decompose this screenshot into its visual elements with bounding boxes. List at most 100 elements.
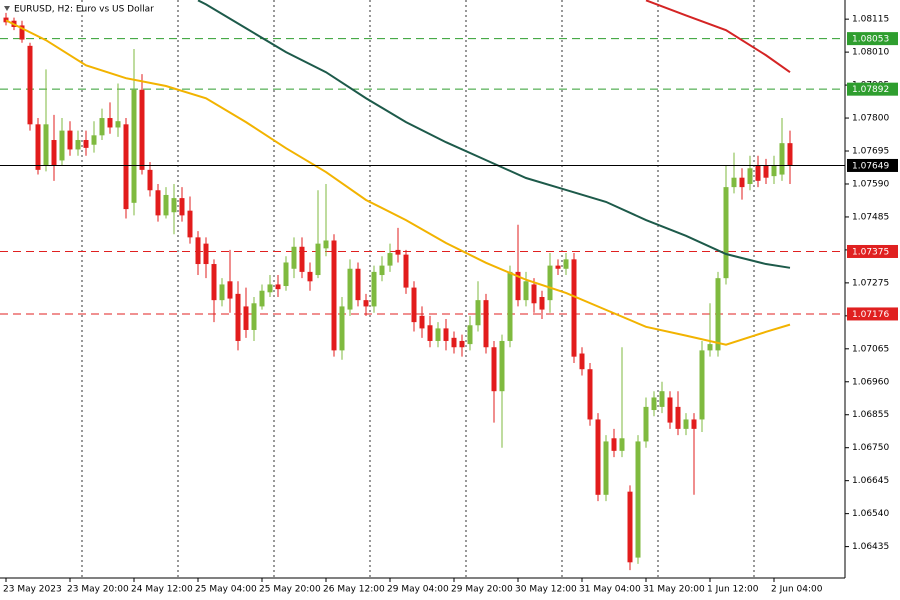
candle-body <box>475 300 481 326</box>
chart-title: EURUSD, H2: Euro vs US Dollar <box>14 5 154 15</box>
candle-body <box>363 300 369 307</box>
candle-body <box>3 17 9 23</box>
symbol-icon <box>4 6 10 11</box>
candle-body <box>659 391 665 407</box>
level-label: 1.07375 <box>852 247 889 257</box>
y-tick-label: 1.07485 <box>852 212 889 222</box>
x-tick-label: 26 May 12:00 <box>323 585 385 595</box>
candle-body <box>259 290 265 307</box>
candle-body <box>555 265 561 269</box>
candle-body <box>435 328 441 341</box>
candle-body <box>539 297 545 310</box>
y-tick-label: 1.06540 <box>852 509 889 519</box>
y-tick-label: 1.07695 <box>852 147 889 157</box>
candle-body <box>243 306 249 330</box>
candle-body <box>691 419 697 429</box>
y-tick-label: 1.08115 <box>852 15 889 25</box>
candle-body <box>99 118 105 136</box>
candle-body <box>579 353 585 370</box>
moving-average <box>5 19 791 346</box>
candle-body <box>195 237 201 265</box>
candle-body <box>51 140 57 166</box>
candle-body <box>723 187 729 279</box>
candle-body <box>755 165 761 181</box>
candle-body <box>235 293 241 341</box>
y-tick-label: 1.06435 <box>852 542 889 552</box>
candle-body <box>115 121 121 128</box>
moving-average <box>645 0 791 74</box>
candle-body <box>411 287 417 323</box>
candle-body <box>395 249 401 255</box>
x-tick-label: 24 May 12:00 <box>131 585 193 595</box>
candle-body <box>499 340 505 392</box>
candle-body <box>147 169 153 191</box>
candle-body <box>491 347 497 392</box>
candle-body <box>43 124 49 166</box>
candle-body <box>291 246 297 269</box>
plot-area <box>0 0 845 571</box>
candle-body <box>91 135 97 145</box>
x-tick-label: 25 May 04:00 <box>195 585 257 595</box>
x-tick-label: 1 Jun 12:00 <box>707 585 759 595</box>
axis-layer: 1.081151.080101.079051.078001.076951.075… <box>3 15 898 595</box>
candle-body <box>131 89 137 203</box>
candle-body <box>683 419 689 429</box>
candle-body <box>75 140 81 150</box>
x-tick-label: 25 May 20:00 <box>259 585 321 595</box>
candle-body <box>547 265 553 301</box>
candle-body <box>523 281 529 301</box>
candle-body <box>747 168 753 184</box>
candle-body <box>179 198 185 216</box>
candle-body <box>379 265 385 276</box>
candle-body <box>227 281 233 299</box>
candle-body <box>387 253 393 266</box>
candle-body <box>27 45 33 125</box>
candle-body <box>171 198 177 213</box>
candle-body <box>427 325 433 341</box>
candle-body <box>339 306 345 351</box>
candle-body <box>667 397 673 423</box>
candle-body <box>451 337 457 348</box>
candle-body <box>507 271 513 341</box>
candle-body <box>635 441 641 558</box>
candle-body <box>371 271 377 307</box>
y-tick-label: 1.06750 <box>852 443 889 453</box>
y-tick-label: 1.07590 <box>852 179 889 189</box>
candle-body <box>123 124 129 210</box>
candle-body <box>35 124 41 170</box>
candle-body <box>587 369 593 420</box>
y-tick-label: 1.07065 <box>852 344 889 354</box>
candle-body <box>59 130 65 161</box>
candle-body <box>211 264 217 301</box>
candle-body <box>267 284 273 293</box>
level-label: 1.07176 <box>852 310 889 320</box>
candle-body <box>323 240 329 249</box>
candle-body <box>651 397 657 411</box>
candle-body <box>307 271 313 282</box>
level-label: 1.08053 <box>852 35 889 45</box>
candle-body <box>19 25 25 40</box>
grid-layer <box>81 0 755 578</box>
y-tick-label: 1.06645 <box>852 476 889 486</box>
candle-body <box>355 268 361 301</box>
candle-body <box>779 143 785 175</box>
candle-body <box>443 328 449 341</box>
y-tick-label: 1.06960 <box>852 377 889 387</box>
candle-body <box>515 271 521 301</box>
x-tick-label: 23 May 2023 <box>3 585 62 595</box>
y-tick-label: 1.07275 <box>852 278 889 288</box>
candle-body <box>611 438 617 451</box>
candle-body <box>675 406 681 429</box>
candle-body <box>107 118 113 128</box>
level-label: 1.07892 <box>852 85 889 95</box>
candle-body <box>595 419 601 495</box>
candle-body <box>219 284 225 301</box>
candle-body <box>627 491 633 563</box>
candle-body <box>739 177 745 188</box>
x-tick-label: 29 May 20:00 <box>451 585 513 595</box>
candle-body <box>571 259 577 357</box>
candle-body <box>139 89 145 170</box>
level-label-box <box>847 82 898 96</box>
candle-body <box>83 140 89 148</box>
